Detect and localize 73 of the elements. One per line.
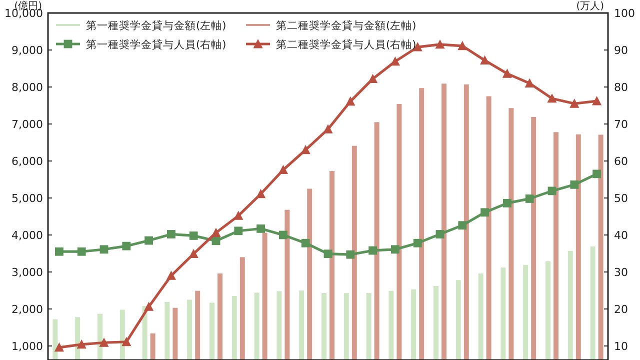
point	[167, 230, 176, 238]
point	[502, 68, 512, 78]
point	[570, 98, 580, 108]
legend-label: 第一種奨学金貸与金額(左軸)	[86, 19, 226, 32]
y2-tick-label: 40	[614, 228, 628, 242]
point	[76, 339, 86, 349]
y-tick-label: 4,000	[12, 228, 43, 242]
point	[458, 40, 468, 50]
point	[458, 221, 467, 230]
point	[525, 194, 534, 203]
point	[524, 78, 534, 88]
point	[436, 230, 444, 238]
point	[256, 188, 266, 198]
point	[212, 236, 220, 246]
point	[324, 250, 332, 258]
legend-label: 第二種奨学金貸与金額(左軸)	[276, 19, 416, 32]
point	[144, 236, 153, 245]
point	[234, 226, 243, 236]
y2-tick-label: 70	[614, 118, 628, 131]
point	[391, 245, 400, 254]
point	[323, 124, 333, 134]
y2-tick-label: 60	[614, 154, 628, 168]
point	[54, 342, 64, 352]
point	[592, 96, 602, 106]
point	[166, 270, 176, 280]
point	[570, 180, 579, 189]
point	[368, 246, 377, 255]
point	[503, 198, 512, 208]
y-tick-label: 9,000	[12, 44, 43, 57]
point	[188, 248, 198, 258]
y-tick-label: 5,000	[12, 192, 43, 205]
point	[300, 144, 310, 154]
point	[480, 208, 489, 217]
point	[346, 250, 355, 259]
y2-axis-title: (万人)	[576, 1, 604, 12]
y2-tick-label: 30	[614, 266, 628, 279]
y-tick-label: 7,000	[12, 118, 43, 131]
point	[480, 55, 490, 65]
point	[256, 224, 265, 233]
y-tick-label: 3,000	[12, 266, 43, 279]
point	[122, 336, 132, 346]
point	[368, 74, 378, 84]
point	[435, 39, 445, 49]
point	[144, 302, 154, 311]
legend-label: 第一種奨学金貸与人員(右軸)	[86, 38, 226, 51]
point	[547, 93, 557, 103]
y2-tick-label: 90	[614, 44, 628, 57]
y2-tick-label: 20	[614, 302, 628, 316]
y-tick-label: 2,000	[12, 302, 43, 316]
point	[77, 247, 86, 256]
point	[548, 186, 556, 196]
legend-label: 第二種奨学金貸与人員(右軸)	[276, 38, 416, 51]
y-tick-label: 6,000	[12, 154, 43, 168]
point	[189, 232, 198, 240]
point	[211, 228, 221, 237]
y2-tick-label: 80	[614, 80, 628, 94]
point	[390, 56, 400, 66]
y2-tick-label: 100	[614, 7, 635, 20]
point	[55, 247, 64, 256]
y2-tick-label: 10	[614, 340, 628, 353]
y-tick-label: 1,000	[12, 340, 43, 353]
point	[346, 96, 356, 106]
y-tick-label: 8,000	[12, 80, 43, 94]
point	[301, 238, 310, 248]
point	[413, 238, 422, 248]
point	[234, 210, 244, 220]
point	[122, 242, 131, 250]
y2-tick-label: 50	[614, 192, 628, 205]
point	[99, 338, 109, 347]
point	[100, 245, 108, 254]
point	[592, 170, 601, 178]
point	[278, 164, 288, 174]
point	[279, 230, 288, 240]
